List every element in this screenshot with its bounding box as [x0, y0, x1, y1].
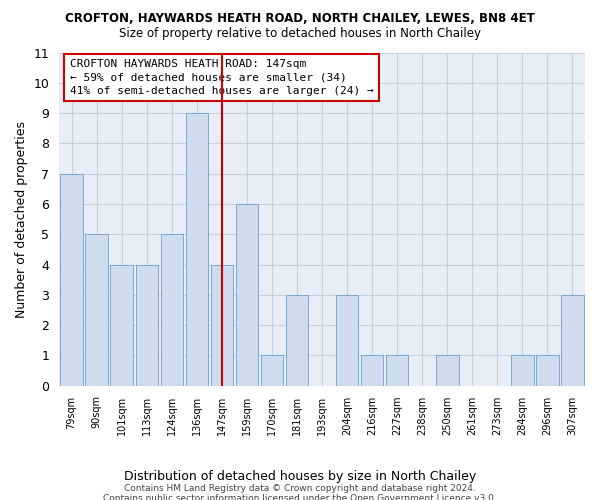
Bar: [511, 356, 533, 386]
Text: CROFTON HAYWARDS HEATH ROAD: 147sqm
← 59% of detached houses are smaller (34)
41: CROFTON HAYWARDS HEATH ROAD: 147sqm ← 59…: [70, 59, 373, 96]
Bar: [185, 113, 208, 386]
Text: CROFTON, HAYWARDS HEATH ROAD, NORTH CHAILEY, LEWES, BN8 4ET: CROFTON, HAYWARDS HEATH ROAD, NORTH CHAI…: [65, 12, 535, 26]
Bar: [436, 356, 458, 386]
Bar: [386, 356, 409, 386]
Bar: [161, 234, 183, 386]
Y-axis label: Number of detached properties: Number of detached properties: [15, 120, 28, 318]
Text: Distribution of detached houses by size in North Chailey: Distribution of detached houses by size …: [124, 470, 476, 483]
Bar: [336, 295, 358, 386]
Bar: [85, 234, 108, 386]
Bar: [236, 204, 258, 386]
Text: Size of property relative to detached houses in North Chailey: Size of property relative to detached ho…: [119, 28, 481, 40]
Bar: [261, 356, 283, 386]
Bar: [286, 295, 308, 386]
Bar: [536, 356, 559, 386]
Bar: [361, 356, 383, 386]
Text: Contains HM Land Registry data © Crown copyright and database right 2024.: Contains HM Land Registry data © Crown c…: [124, 484, 476, 493]
Bar: [136, 264, 158, 386]
Text: Contains public sector information licensed under the Open Government Licence v3: Contains public sector information licen…: [103, 494, 497, 500]
Bar: [110, 264, 133, 386]
Bar: [561, 295, 584, 386]
Bar: [211, 264, 233, 386]
Bar: [61, 174, 83, 386]
